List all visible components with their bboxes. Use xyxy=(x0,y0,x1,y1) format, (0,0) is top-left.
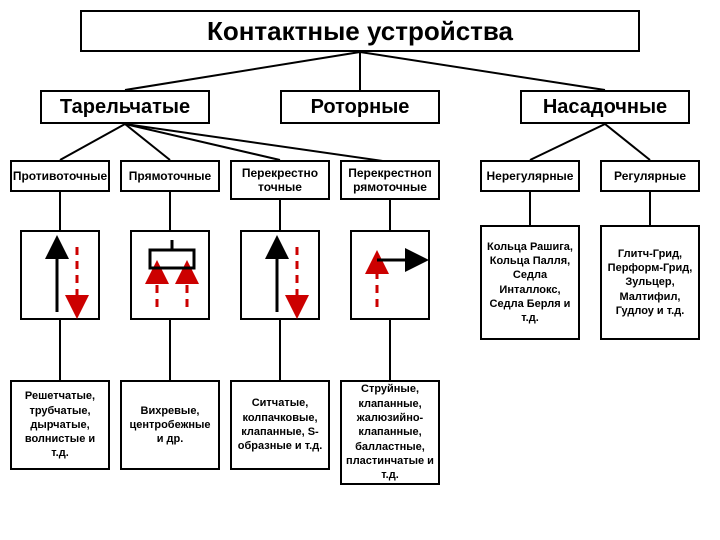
subcat-crosscocurrent: Перекрестноп рямоточные xyxy=(340,160,440,200)
label: Насадочные xyxy=(543,96,667,119)
label: Ситчатые, колпачковые, клапанные, S-обра… xyxy=(236,396,324,453)
examples-crosscocurrent: Струйные, клапанные, жалюзийно-клапанные… xyxy=(340,380,440,485)
label: Перекрестно точные xyxy=(242,166,318,194)
flow-icon-cocurrent xyxy=(130,230,210,320)
label: Противоточные xyxy=(13,169,107,183)
label: Прямоточные xyxy=(129,169,211,183)
subcat-countercurrent: Противоточные xyxy=(10,160,110,192)
label: Нерегулярные xyxy=(487,169,574,183)
examples-cocurrent: Вихревые, центробежные и др. xyxy=(120,380,220,470)
subcat-crossflow: Перекрестно точные xyxy=(230,160,330,200)
subcat-cocurrent: Прямоточные xyxy=(120,160,220,192)
examples-structured-packing: Глитч-Грид, Перформ-Грид, Зульцер, Малти… xyxy=(600,225,700,340)
label: Кольца Рашига, Кольца Палля, Седла Интал… xyxy=(486,240,574,326)
label: Регулярные xyxy=(614,169,686,183)
title-text: Контактные устройства xyxy=(207,16,513,47)
label: Перекрестноп рямоточные xyxy=(348,166,432,194)
flow-icon-crossflow xyxy=(240,230,320,320)
flow-icon-countercurrent xyxy=(20,230,100,320)
flow-icon-crosscocurrent xyxy=(350,230,430,320)
title-box: Контактные устройства xyxy=(80,10,640,52)
label: Роторные xyxy=(311,96,410,119)
category-rotor: Роторные xyxy=(280,90,440,124)
label: Глитч-Грид, Перформ-Грид, Зульцер, Малти… xyxy=(606,247,694,318)
subcat-structured: Регулярные xyxy=(600,160,700,192)
examples-crossflow: Ситчатые, колпачковые, клапанные, S-обра… xyxy=(230,380,330,470)
examples-countercurrent: Решетчатые, трубчатые, дырчатые, волнист… xyxy=(10,380,110,470)
label: Вихревые, центробежные и др. xyxy=(126,404,214,447)
label: Струйные, клапанные, жалюзийно-клапанные… xyxy=(346,382,434,482)
subcat-random: Нерегулярные xyxy=(480,160,580,192)
category-packed: Насадочные xyxy=(520,90,690,124)
category-plate: Тарельчатые xyxy=(40,90,210,124)
label: Решетчатые, трубчатые, дырчатые, волнист… xyxy=(16,389,104,460)
label: Тарельчатые xyxy=(60,96,190,119)
examples-random-packing: Кольца Рашига, Кольца Палля, Седла Интал… xyxy=(480,225,580,340)
